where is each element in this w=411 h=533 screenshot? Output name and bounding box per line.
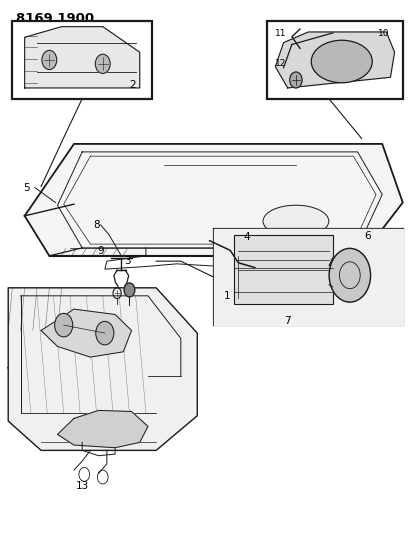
- Polygon shape: [58, 410, 148, 448]
- Text: 1: 1: [224, 291, 231, 301]
- Bar: [234, 235, 332, 304]
- Text: 13: 13: [76, 481, 89, 491]
- Text: 6: 6: [365, 231, 371, 240]
- Text: 4: 4: [243, 232, 250, 242]
- Text: 3: 3: [124, 256, 131, 266]
- Text: 8: 8: [93, 220, 100, 230]
- Bar: [267, 21, 403, 99]
- Bar: [214, 229, 403, 325]
- Polygon shape: [8, 288, 197, 450]
- Polygon shape: [25, 144, 403, 256]
- Polygon shape: [41, 309, 132, 357]
- Text: 10: 10: [378, 29, 390, 38]
- Circle shape: [42, 51, 57, 70]
- Circle shape: [96, 321, 114, 345]
- Text: 2: 2: [129, 80, 136, 90]
- Circle shape: [124, 283, 135, 297]
- Ellipse shape: [311, 41, 372, 83]
- Ellipse shape: [263, 205, 329, 237]
- Polygon shape: [275, 32, 395, 88]
- Circle shape: [329, 248, 371, 302]
- Polygon shape: [214, 229, 403, 325]
- Bar: [12, 21, 152, 99]
- Circle shape: [55, 313, 73, 337]
- Text: 12: 12: [275, 60, 287, 68]
- Text: 9: 9: [97, 246, 104, 255]
- Text: 7: 7: [284, 316, 291, 326]
- Circle shape: [95, 54, 110, 74]
- Circle shape: [290, 72, 302, 88]
- Polygon shape: [25, 27, 140, 88]
- Text: 8169 1900: 8169 1900: [16, 12, 95, 25]
- Text: 5: 5: [23, 183, 30, 192]
- Text: 11: 11: [275, 29, 287, 38]
